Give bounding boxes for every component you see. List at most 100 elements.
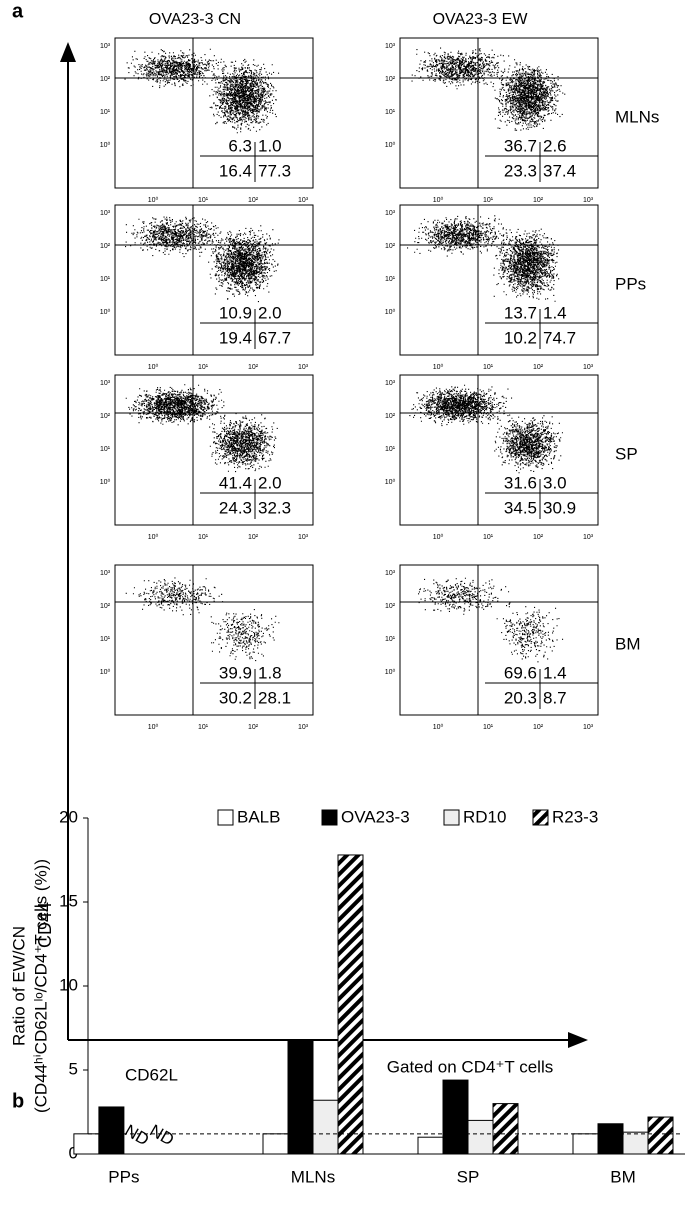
y-tick-label: 10⁰ — [385, 478, 396, 486]
y-tick-label: 10² — [385, 603, 396, 610]
row-label: MLNs — [615, 107, 659, 126]
y-tick-label: 10⁰ — [385, 668, 396, 676]
x-tick-label: 10³ — [298, 364, 309, 371]
bar — [572, 1133, 599, 1155]
legend-swatch — [321, 809, 338, 826]
x-tick-label: 10⁰ — [433, 723, 444, 731]
y-tick-label: 10⁰ — [100, 141, 111, 149]
quadrant-value: 1.4 — [543, 663, 567, 682]
x-tick-label: 10² — [248, 197, 259, 204]
missing-label: ND — [147, 1121, 178, 1150]
row-label: PPs — [615, 274, 646, 293]
legend-swatch — [532, 809, 549, 826]
row-label: SP — [615, 444, 638, 463]
plot-frame — [399, 564, 599, 716]
y-tick-label: 10¹ — [100, 636, 111, 643]
event-dots — [409, 384, 563, 474]
y-tick-label: 5 — [69, 1059, 78, 1078]
quadrant-value: 23.3 — [504, 161, 537, 180]
x-tick-label: BM — [610, 1167, 636, 1186]
y-tick-label: 10² — [100, 76, 111, 83]
legend-swatch — [443, 809, 460, 826]
x-tick-label: 10² — [533, 197, 544, 204]
event-dots — [407, 215, 560, 302]
x-tick-label: PPs — [108, 1167, 139, 1186]
bar — [262, 1133, 289, 1155]
quadrant-value: 3.0 — [543, 473, 567, 492]
x-tick-label: 10² — [248, 534, 259, 541]
quadrant-value: 34.5 — [504, 498, 537, 517]
y-tick-label: 10² — [385, 76, 396, 83]
x-tick-label: 10³ — [583, 197, 594, 204]
y-tick-label: 10¹ — [385, 446, 396, 453]
y-tick-label: 10¹ — [100, 276, 111, 283]
x-tick-label: 10¹ — [483, 197, 494, 204]
quadrant-value: 74.7 — [543, 328, 576, 347]
x-tick-label: 10² — [533, 364, 544, 371]
quadrant-value: 10.9 — [219, 303, 252, 322]
quadrant-value: 67.7 — [258, 328, 291, 347]
x-tick-label: 10⁰ — [148, 723, 159, 731]
y-tick-label: 10 — [59, 975, 78, 994]
x-tick-label: 10¹ — [483, 364, 494, 371]
quadrant-value: 19.4 — [219, 328, 252, 347]
y-tick-label: 10² — [100, 413, 111, 420]
y-tick-label: 10³ — [100, 570, 111, 577]
x-tick-label: 10⁰ — [148, 363, 159, 371]
y-tick-label: 10⁰ — [385, 141, 396, 149]
y-axis-label: (CD44ʰⁱCD62Lˡᵒ/CD4⁺T cells (%)) — [31, 859, 50, 1113]
quadrant-value: 37.4 — [543, 161, 576, 180]
panel-letter: a — [12, 0, 24, 22]
y-tick-label: 10¹ — [385, 636, 396, 643]
column-header: OVA23-3 EW — [433, 11, 529, 28]
y-tick-label: 10³ — [100, 43, 111, 50]
y-tick-label: 10² — [100, 603, 111, 610]
y-tick-label: 10⁰ — [100, 668, 111, 676]
x-tick-label: 10¹ — [198, 197, 209, 204]
legend-swatch — [217, 809, 234, 826]
y-tick-label: 10³ — [385, 380, 396, 387]
y-tick-label: 10⁰ — [385, 308, 396, 316]
bar — [312, 1099, 339, 1155]
bar — [442, 1079, 469, 1155]
quadrant-value: 8.7 — [543, 688, 567, 707]
x-tick-label: 10⁰ — [433, 196, 444, 204]
bar — [337, 854, 364, 1155]
quadrant-value: 1.4 — [543, 303, 567, 322]
y-tick-label: 10³ — [385, 570, 396, 577]
y-tick-label: 20 — [59, 807, 78, 826]
quadrant-value: 30.2 — [219, 688, 252, 707]
legend-label: RD10 — [463, 807, 506, 826]
plot-frame — [399, 204, 599, 356]
legend-label: R23-3 — [552, 807, 598, 826]
y-tick-label: 15 — [59, 891, 78, 910]
quadrant-value: 24.3 — [219, 498, 252, 517]
x-tick-label: 10² — [533, 724, 544, 731]
bar — [597, 1123, 624, 1155]
quadrant-value: 1.8 — [258, 663, 282, 682]
quadrant-value: 16.4 — [219, 161, 252, 180]
x-axis-label: CD62L — [125, 1065, 178, 1084]
legend-label: OVA23-3 — [341, 807, 410, 826]
quadrant-value: 69.6 — [504, 663, 537, 682]
x-tick-label: 10³ — [583, 534, 594, 541]
x-tick-label: 10² — [248, 724, 259, 731]
y-tick-label: 10² — [100, 243, 111, 250]
y-tick-label: 10¹ — [100, 446, 111, 453]
quadrant-value: 13.7 — [504, 303, 537, 322]
x-tick-label: 10⁰ — [433, 533, 444, 541]
bar — [647, 1116, 674, 1155]
legend-label: BALB — [237, 807, 280, 826]
quadrant-value: 41.4 — [219, 473, 252, 492]
y-tick-label: 10² — [385, 243, 396, 250]
x-tick-label: MLNs — [291, 1167, 335, 1186]
x-tick-label: 10¹ — [198, 364, 209, 371]
event-dots — [125, 384, 278, 473]
quadrant-value: 32.3 — [258, 498, 291, 517]
quadrant-value: 36.7 — [504, 136, 537, 155]
x-tick-label: 10⁰ — [148, 196, 159, 204]
quadrant-value: 28.1 — [258, 688, 291, 707]
bar — [417, 1136, 444, 1155]
column-header: OVA23-3 CN — [149, 11, 241, 28]
